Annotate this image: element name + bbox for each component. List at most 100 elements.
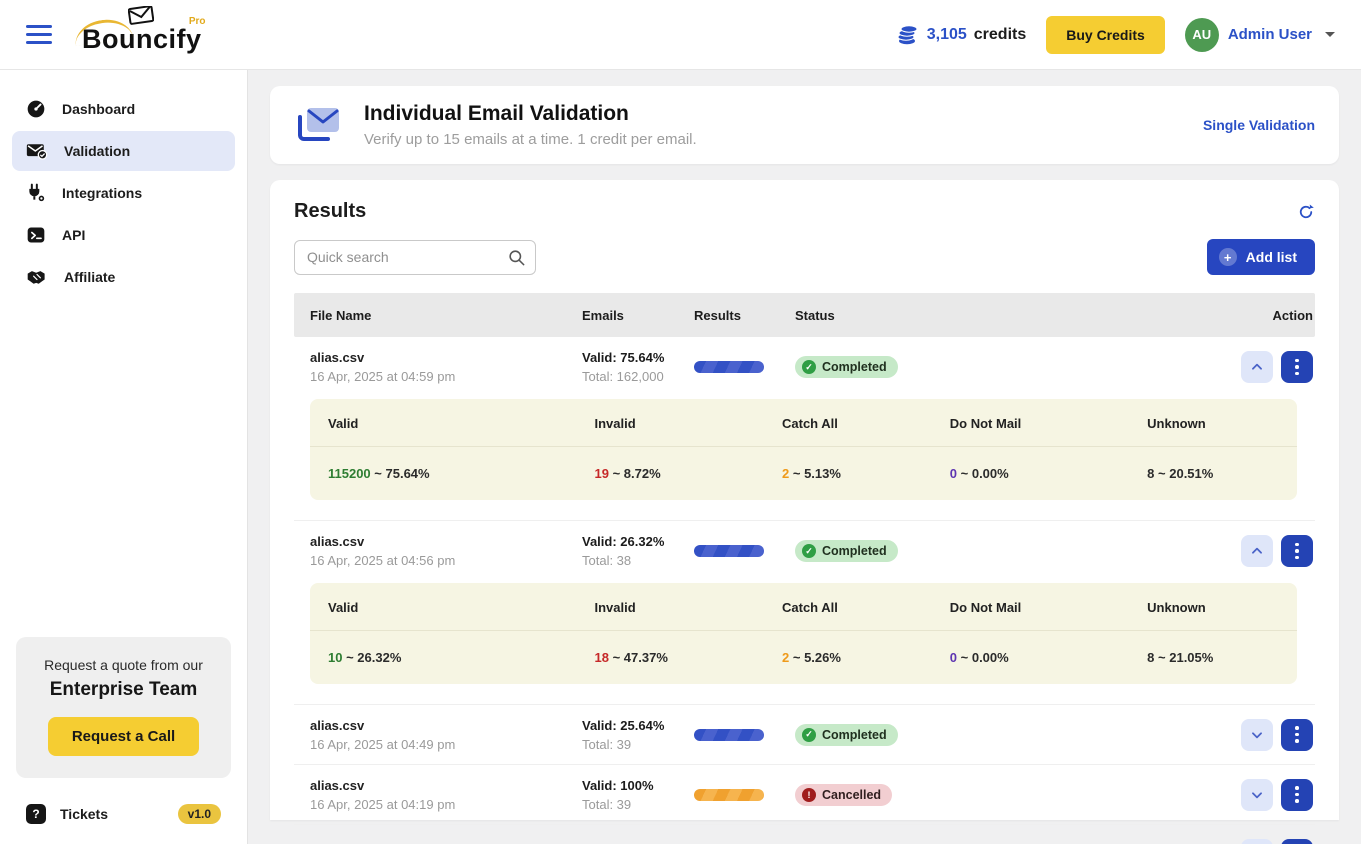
total-count: Total: 39 — [582, 737, 694, 752]
credits-count: 3,105 — [927, 26, 967, 44]
column-emails: Emails — [582, 308, 694, 323]
row-menu-button[interactable] — [1281, 779, 1313, 811]
dashboard-icon — [26, 99, 46, 119]
brand-logo[interactable]: Bouncify Pro — [82, 14, 202, 55]
results-title: Results — [294, 200, 366, 223]
request-call-button[interactable]: Request a Call — [48, 717, 199, 756]
sidebar-item-label: Integrations — [62, 185, 142, 201]
file-date: 16 Apr, 2025 at 04:19 pm — [294, 797, 582, 812]
valid-percent: Valid: 100% — [582, 778, 694, 793]
tickets-row[interactable]: ? Tickets v1.0 — [0, 788, 247, 844]
table-row: 4e544241d43bae0c273b4ae414e3ebdc_all.csv… — [294, 825, 1315, 844]
detail-col-catch-all: Catch All — [764, 399, 932, 447]
column-results: Results — [694, 308, 795, 323]
single-validation-link[interactable]: Single Validation — [1203, 117, 1315, 133]
row-detail-panel: Valid Invalid Catch All Do Not Mail Unkn… — [294, 583, 1315, 705]
table-row: alias.csv 16 Apr, 2025 at 04:56 pm Valid… — [294, 521, 1315, 581]
detail-do-not-mail-value: 0 ~ 0.00% — [932, 447, 1129, 500]
valid-percent: Valid: 75.64% — [582, 350, 694, 365]
sidebar-item-label: API — [62, 227, 85, 243]
page-subtitle: Verify up to 15 emails at a time. 1 cred… — [364, 131, 697, 148]
status-badge: ✓ Completed — [795, 356, 898, 378]
file-date: 16 Apr, 2025 at 04:56 pm — [294, 553, 582, 568]
progress-bar — [694, 361, 764, 373]
detail-unknown-value: 8 ~ 21.05% — [1129, 631, 1297, 684]
table-row: alias.csv 16 Apr, 2025 at 04:49 pm Valid… — [294, 705, 1315, 765]
detail-col-do-not-mail: Do Not Mail — [932, 399, 1129, 447]
chevron-up-icon — [1250, 544, 1264, 558]
help-icon: ? — [26, 804, 46, 824]
hamburger-menu-icon[interactable] — [26, 25, 52, 44]
detail-catch-all-value: 2 ~ 5.26% — [764, 631, 932, 684]
sidebar-item-affiliate[interactable]: Affiliate — [12, 257, 235, 297]
progress-bar — [694, 729, 764, 741]
logo-envelope-icon — [128, 6, 154, 26]
file-name: alias.csv — [294, 778, 582, 793]
valid-percent: Valid: 25.64% — [582, 718, 694, 733]
sidebar-item-validation[interactable]: Validation — [12, 131, 235, 171]
refresh-icon[interactable] — [1297, 203, 1315, 221]
check-icon: ✓ — [802, 360, 816, 374]
sidebar-item-integrations[interactable]: Integrations — [12, 173, 235, 213]
sidebar-item-label: Validation — [64, 143, 130, 159]
sidebar-item-api[interactable]: API — [12, 215, 235, 255]
api-terminal-icon — [26, 225, 46, 245]
total-count: Total: 38 — [582, 553, 694, 568]
sidebar-item-label: Affiliate — [64, 269, 115, 285]
progress-bar — [694, 789, 764, 801]
version-badge: v1.0 — [178, 804, 221, 824]
expand-row-button[interactable] — [1241, 719, 1273, 751]
detail-invalid-value: 18 ~ 47.37% — [576, 631, 764, 684]
status-badge: ✓ Completed — [795, 724, 898, 746]
page-header-card: Individual Email Validation Verify up to… — [270, 86, 1339, 164]
page-header-text: Individual Email Validation Verify up to… — [364, 102, 697, 148]
file-name: alias.csv — [294, 718, 582, 733]
sidebar-item-label: Dashboard — [62, 101, 135, 117]
add-list-button[interactable]: + Add list — [1207, 239, 1315, 275]
progress-bar — [694, 545, 764, 557]
chevron-up-icon — [1250, 360, 1264, 374]
chevron-down-icon — [1250, 728, 1264, 742]
collapse-row-button[interactable] — [1241, 535, 1273, 567]
row-menu-button[interactable] — [1281, 839, 1313, 844]
expand-row-button[interactable] — [1241, 839, 1273, 844]
valid-percent: Valid: 26.32% — [582, 534, 694, 549]
detail-col-valid: Valid — [310, 399, 576, 447]
sidebar-item-dashboard[interactable]: Dashboard — [12, 89, 235, 129]
brand-suffix: Pro — [189, 16, 206, 27]
collapse-row-button[interactable] — [1241, 351, 1273, 383]
detail-col-unknown: Unknown — [1129, 583, 1297, 631]
row-menu-button[interactable] — [1281, 719, 1313, 751]
total-count: Total: 39 — [582, 797, 694, 812]
plus-icon: + — [1219, 248, 1237, 266]
file-name: alias.csv — [294, 350, 582, 365]
user-menu[interactable]: AU Admin User — [1185, 18, 1335, 52]
buy-credits-button[interactable]: Buy Credits — [1046, 16, 1165, 54]
table-row: alias.csv 16 Apr, 2025 at 04:19 pm Valid… — [294, 765, 1315, 825]
row-menu-button[interactable] — [1281, 535, 1313, 567]
detail-col-unknown: Unknown — [1129, 399, 1297, 447]
file-date: 16 Apr, 2025 at 04:49 pm — [294, 737, 582, 752]
email-validation-icon — [294, 103, 344, 147]
search-input[interactable] — [294, 240, 536, 275]
add-list-label: Add list — [1246, 249, 1297, 265]
coins-icon — [896, 24, 920, 46]
search-icon — [507, 248, 526, 267]
tickets-label: Tickets — [60, 806, 108, 822]
column-file-name: File Name — [294, 308, 582, 323]
expand-row-button[interactable] — [1241, 779, 1273, 811]
detail-col-do-not-mail: Do Not Mail — [932, 583, 1129, 631]
affiliate-handshake-icon — [26, 267, 48, 287]
user-name: Admin User — [1228, 26, 1312, 43]
enterprise-quote-card: Request a quote from our Enterprise Team… — [16, 637, 231, 778]
credits-label: credits — [974, 26, 1026, 44]
detail-col-catch-all: Catch All — [764, 583, 932, 631]
results-table: File Name Emails Results Status Action a… — [294, 293, 1315, 844]
search-box — [294, 240, 536, 275]
row-menu-button[interactable] — [1281, 351, 1313, 383]
detail-col-valid: Valid — [310, 583, 576, 631]
column-action: Action — [1223, 308, 1315, 323]
cancel-icon: ! — [802, 788, 816, 802]
detail-valid-value: 115200 ~ 75.64% — [310, 447, 576, 500]
file-date: 16 Apr, 2025 at 04:59 pm — [294, 369, 582, 384]
